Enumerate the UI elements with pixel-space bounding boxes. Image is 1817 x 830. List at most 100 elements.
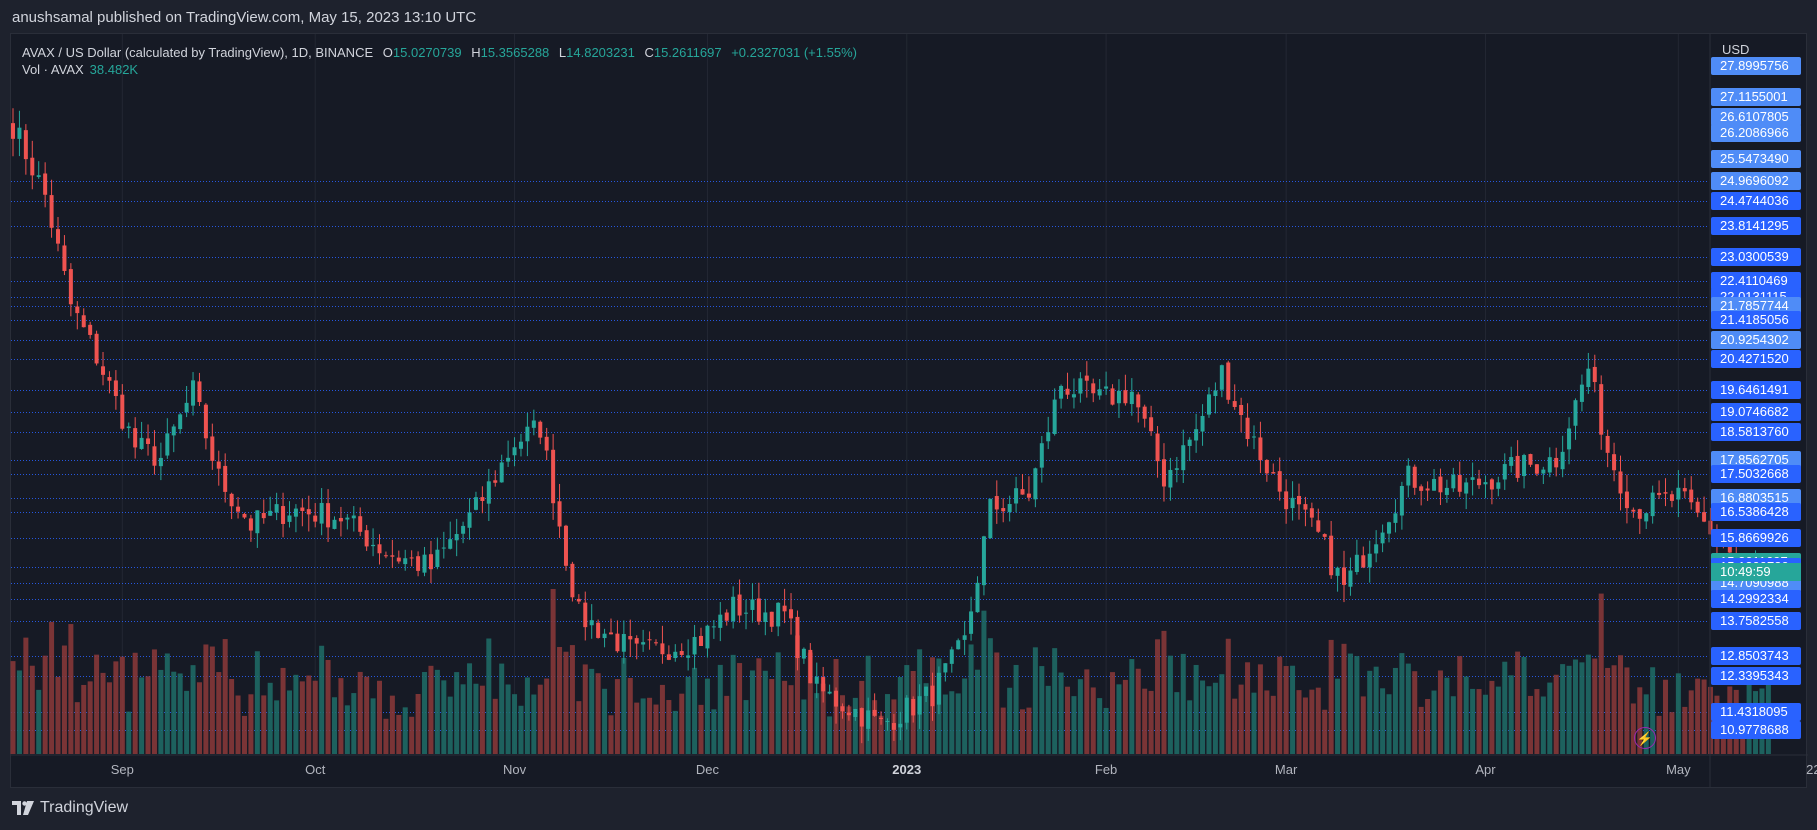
volume-bar xyxy=(1585,654,1591,754)
candle xyxy=(1149,405,1154,436)
candle xyxy=(1264,459,1269,482)
volume-bar xyxy=(1566,665,1572,754)
volume-bar xyxy=(1187,700,1193,754)
tradingview-footer[interactable]: TradingView xyxy=(12,799,128,817)
volume-bar xyxy=(1444,677,1450,754)
price-tick-label: 17.5032668 xyxy=(1711,464,1801,483)
price-tick-label: 10.9778688 xyxy=(1711,720,1801,739)
candle xyxy=(441,531,446,559)
candle xyxy=(1091,378,1096,403)
volume-bar xyxy=(1341,643,1347,754)
volume-bar xyxy=(1232,698,1238,754)
volume-bar xyxy=(1708,686,1714,754)
time-tick-label: May xyxy=(1666,762,1691,777)
candle xyxy=(859,707,864,744)
volume-bar xyxy=(1142,688,1148,754)
volume-bar xyxy=(74,702,80,754)
candle xyxy=(1052,388,1057,436)
candle xyxy=(904,695,909,730)
symbol-title[interactable]: AVAX / US Dollar (calculated by TradingV… xyxy=(22,45,374,60)
volume-bar xyxy=(975,669,980,754)
volume-bar xyxy=(537,684,543,754)
candle xyxy=(563,524,568,571)
volume-bar xyxy=(1482,694,1488,754)
candle xyxy=(853,708,858,721)
candle xyxy=(1084,361,1089,398)
volume-label[interactable]: Vol · AVAX xyxy=(22,62,84,77)
candle xyxy=(724,609,729,626)
candle xyxy=(1161,443,1166,502)
candle xyxy=(236,497,241,519)
volume-bar xyxy=(1257,664,1263,754)
candle xyxy=(158,442,163,481)
candle xyxy=(345,513,350,530)
volume-bar xyxy=(685,676,691,754)
volume-bar xyxy=(666,700,672,754)
candle xyxy=(1033,467,1038,508)
candle xyxy=(879,711,884,725)
volume-bar xyxy=(87,681,93,754)
candle xyxy=(814,662,819,699)
candle xyxy=(139,421,144,450)
chart-frame[interactable] xyxy=(10,33,1807,788)
volume-bar xyxy=(389,695,395,754)
volume-bar xyxy=(1283,666,1289,754)
candle xyxy=(287,501,292,528)
volume-bar xyxy=(1167,655,1173,754)
candle xyxy=(428,540,433,584)
candle xyxy=(409,550,414,567)
volume-bar xyxy=(614,679,620,754)
volume-bar xyxy=(1026,707,1032,754)
volume-bar xyxy=(1238,684,1244,754)
price-tick-label: 18.5813760 xyxy=(1711,422,1801,441)
candle xyxy=(1116,379,1121,418)
volume-bar xyxy=(377,680,383,754)
candle xyxy=(898,711,903,741)
volume-bar xyxy=(1598,593,1604,754)
candle xyxy=(557,483,562,538)
volume-bar xyxy=(679,693,685,754)
volume-bar xyxy=(544,678,550,754)
candle xyxy=(1644,512,1649,530)
volume-bar xyxy=(1437,670,1443,754)
volume-bar xyxy=(1508,675,1514,754)
candle xyxy=(1226,360,1231,404)
volume-bar xyxy=(145,676,151,754)
volume-bar xyxy=(1682,706,1688,754)
candle xyxy=(647,631,652,650)
volume-bar xyxy=(132,652,138,754)
volume-bar xyxy=(338,678,344,754)
candle xyxy=(1271,463,1276,474)
candle xyxy=(1560,435,1565,478)
volume-bar xyxy=(151,649,157,754)
candle xyxy=(596,619,601,639)
candle xyxy=(1496,476,1501,497)
price-tick-label: 19.6461491 xyxy=(1711,380,1801,399)
bar-countdown: 10:49:59 xyxy=(1711,563,1801,581)
volume-bar xyxy=(364,676,370,754)
candle xyxy=(924,686,929,703)
volume-bar xyxy=(814,693,820,754)
candle xyxy=(43,162,48,208)
candle xyxy=(840,703,845,719)
volume-bar xyxy=(1360,696,1366,754)
publish-header: anushsamal published on TradingView.com,… xyxy=(12,9,477,26)
candle xyxy=(1181,429,1186,484)
volume-bar xyxy=(261,695,267,754)
candle xyxy=(146,424,151,456)
lightning-icon[interactable]: ⚡ xyxy=(1634,727,1656,749)
volume-bar xyxy=(962,678,968,754)
volume-bar xyxy=(807,652,813,754)
candle xyxy=(1007,495,1012,522)
candle xyxy=(1046,416,1051,450)
volume-bar xyxy=(1579,662,1585,754)
candle xyxy=(544,427,549,461)
candle xyxy=(1586,352,1591,394)
candle xyxy=(1605,429,1610,468)
volume-bar xyxy=(164,653,170,754)
candle xyxy=(1342,550,1347,603)
currency-label[interactable]: USD xyxy=(1722,42,1750,57)
volume-bar xyxy=(1431,690,1437,754)
candle xyxy=(756,582,761,625)
